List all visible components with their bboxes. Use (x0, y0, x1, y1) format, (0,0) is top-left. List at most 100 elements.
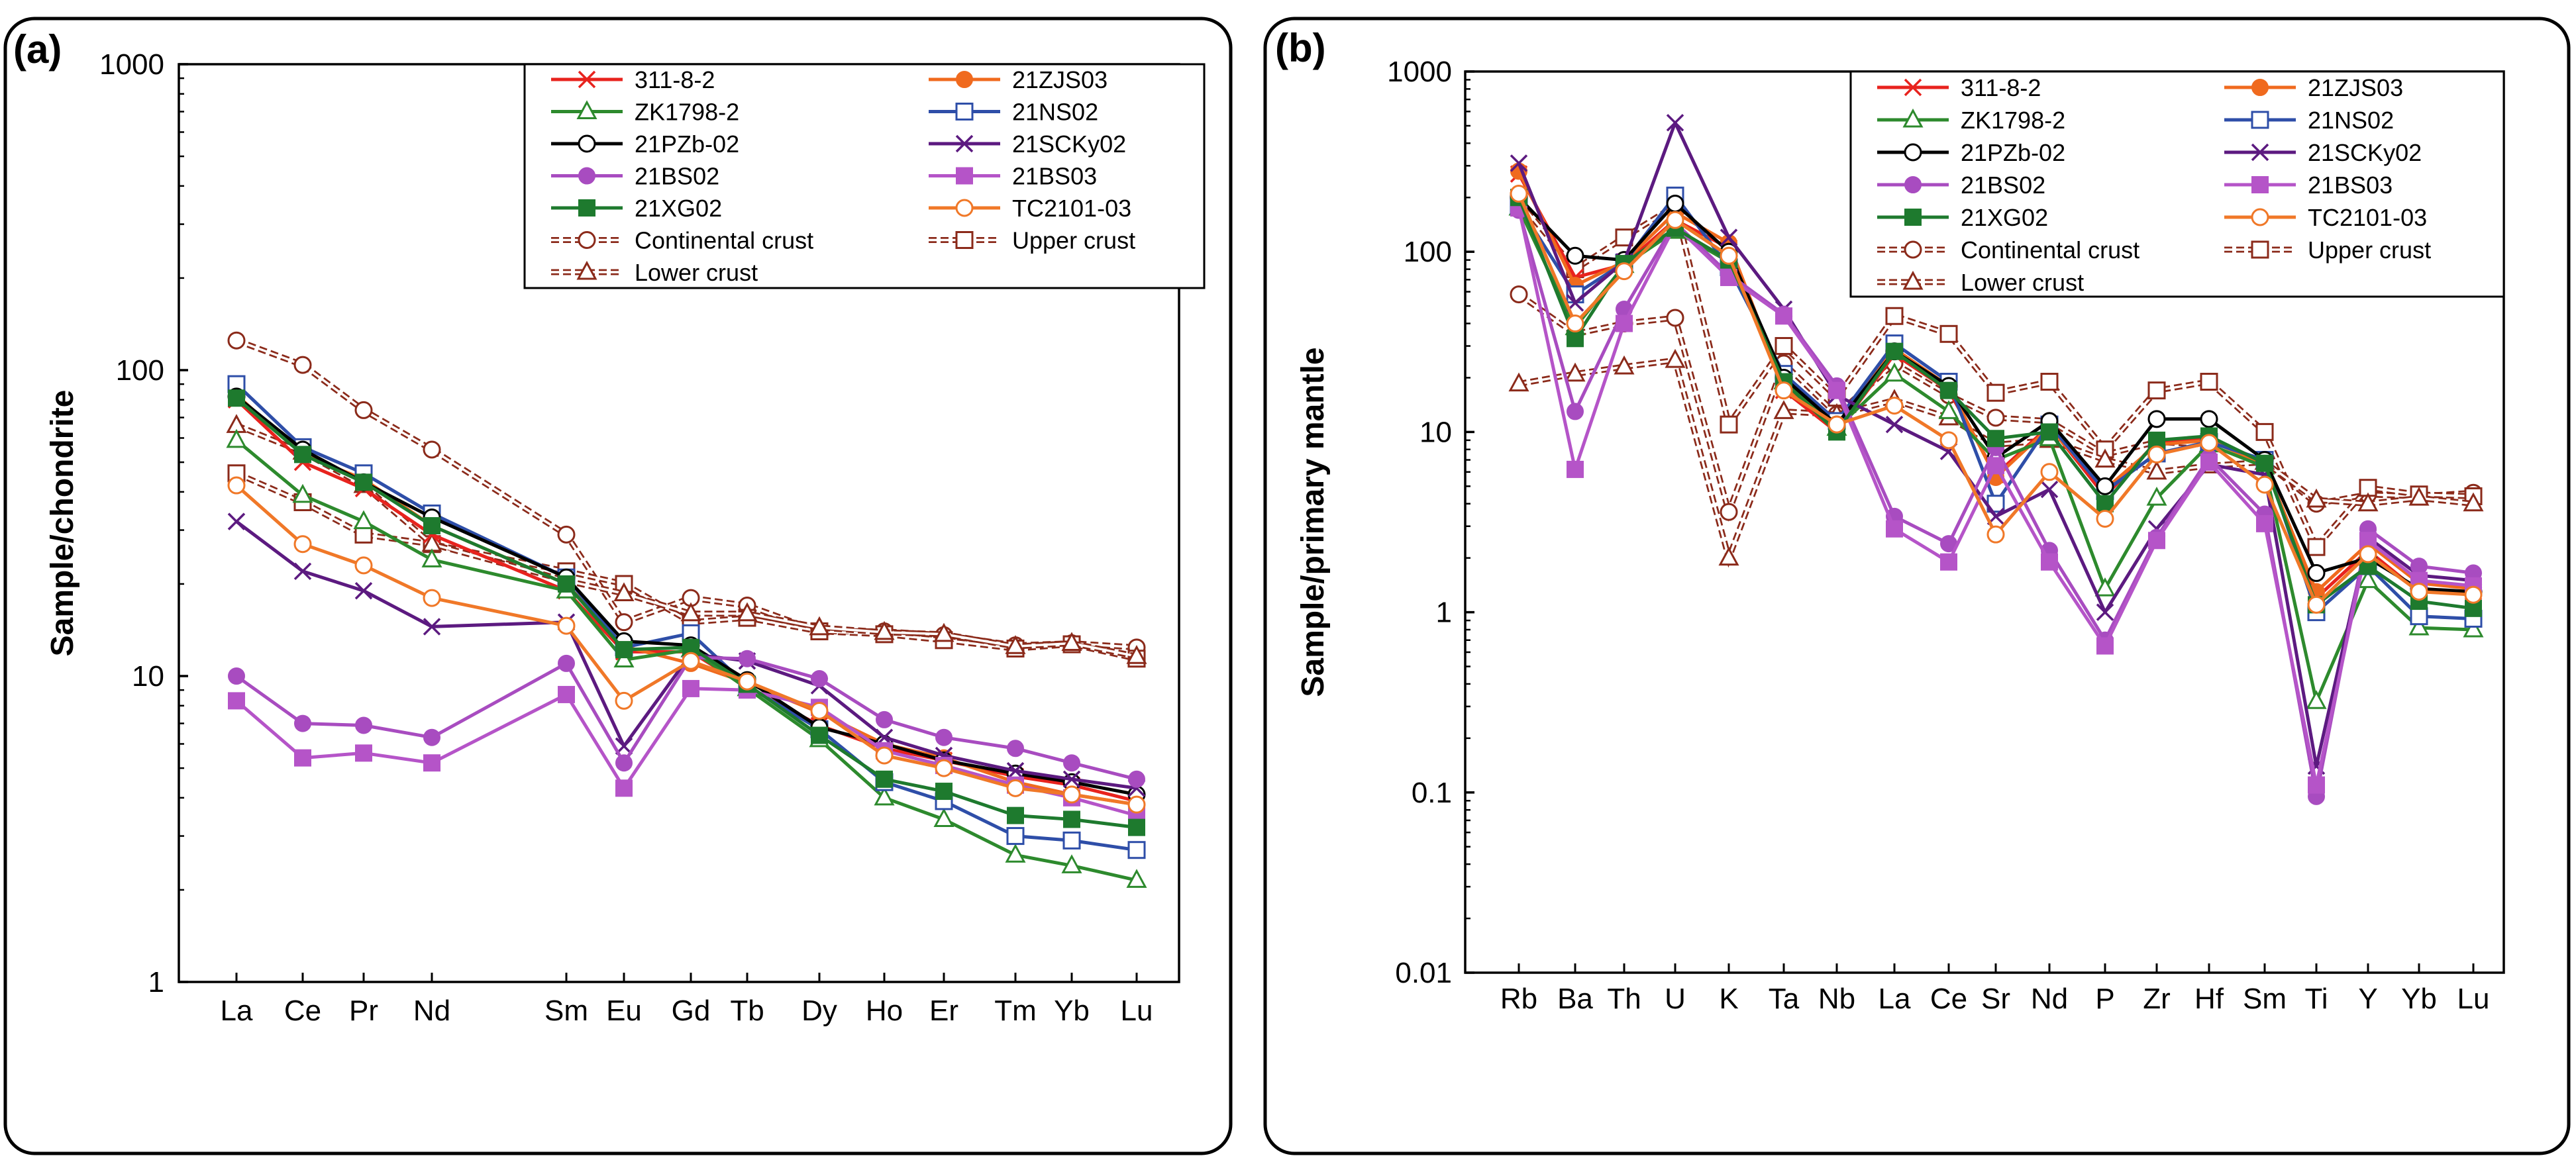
legend-label: 21BS03 (2308, 171, 2393, 199)
data-point-tc2101-03-ba (1566, 315, 1584, 333)
legend-item-lower-crust: Lower crust (551, 259, 758, 286)
data-point-tc2101-03-p (2096, 509, 2114, 528)
data-point-21bs03-nd (2041, 553, 2058, 571)
data-point-zk1798-2-eu (613, 648, 635, 667)
legend-item-upper-crust: Upper crust (2224, 236, 2431, 264)
data-point-21ns02-tm (1006, 827, 1025, 846)
data-point-lower-crust-yb (2408, 487, 2430, 506)
data-point-21scky02-pr (354, 581, 373, 600)
x-tick-label-lu: Lu (2457, 983, 2490, 1015)
data-point-tc2101-03-hf (2200, 434, 2218, 452)
legend-marker (578, 134, 596, 153)
series-21bs02 (228, 648, 1145, 788)
data-point-lower-crust-u (1665, 348, 1686, 368)
data-point-21bs03-ba (1567, 460, 1584, 478)
data-point-tc2101-03-ce (293, 535, 312, 554)
data-point-lower-crust-tm (1005, 635, 1026, 654)
legend-label: 311-8-2 (635, 66, 715, 93)
data-point-21xg02-nd (423, 516, 440, 534)
data-point-upper-crust-sr (1986, 383, 2005, 402)
data-point-21bs02-sm (558, 654, 575, 672)
series-line-zk1798-2 (235, 438, 1137, 882)
data-point-21bs02-er (935, 728, 953, 746)
legend-label: 21ZJS03 (1012, 66, 1108, 93)
x-tick-label-eu: Eu (606, 995, 642, 1027)
legend-label: 21PZb-02 (635, 130, 739, 158)
data-point-21pzb-02-p (2096, 477, 2114, 495)
data-point-21scky02-nd (423, 618, 441, 636)
panel-label: (b) (1275, 26, 1326, 70)
data-point-tc2101-03-er (935, 759, 953, 777)
data-point-tc2101-03-gd (682, 652, 700, 670)
data-point-21bs03-p (2096, 637, 2114, 655)
data-point-21pzb-02-u (1666, 194, 1684, 213)
data-point-21xg02-sm (2256, 454, 2273, 472)
legend-label: 21SCKy02 (2308, 139, 2422, 166)
data-point-upper-crust-k (1720, 415, 1738, 434)
data-point-21bs03-la (228, 692, 245, 710)
data-point-21xg02-er (935, 783, 953, 801)
data-point-tc2101-03-ta (1775, 381, 1793, 400)
data-point-continental-crust-ce (293, 356, 312, 374)
data-point-zk1798-2-la (1884, 362, 1905, 382)
legend-marker (576, 260, 597, 280)
y-tick-label: 0.1 (1412, 777, 1452, 809)
legend-item-21scky02: 21SCKy02 (2224, 139, 2422, 166)
y-tick-label: 0.01 (1395, 957, 1452, 989)
legend-marker (578, 70, 596, 89)
data-point-21bs03-ti (2308, 776, 2325, 794)
legend-marker (955, 199, 974, 217)
series-tc2101-03 (227, 476, 1146, 814)
data-point-tc2101-03-nb (1828, 415, 1846, 434)
data-point-21bs03-hf (2200, 453, 2218, 471)
y-axis-title: Sample/chondrite (45, 390, 80, 657)
data-point-upper-crust-sm (2255, 422, 2274, 441)
data-point-21bs03-gd (682, 679, 699, 697)
data-point-21scky02-la (1885, 415, 1904, 434)
data-point-21bs03-la (1886, 520, 1903, 538)
legend-label: Upper crust (1012, 227, 1135, 254)
legend-item-21pzb-02: 21PZb-02 (1877, 139, 2065, 166)
legend-item-311-8-2: 311-8-2 (551, 66, 715, 93)
data-point-tc2101-03-nd (2040, 463, 2059, 481)
data-point-zk1798-2-pr (353, 510, 374, 530)
data-point-tc2101-03-y (2359, 545, 2377, 563)
data-point-21pzb-02-hf (2200, 410, 2218, 428)
data-point-lower-crust-ba (1565, 362, 1586, 382)
x-tick-label-tb: Tb (730, 995, 764, 1027)
data-point-lower-crust-rb (1508, 372, 1529, 392)
data-point-tc2101-03-dy (810, 701, 829, 720)
legend-label: 21NS02 (1012, 99, 1098, 126)
legend-label: TC2101-03 (1012, 195, 1131, 222)
legend-label: Continental crust (635, 227, 813, 254)
data-point-lower-crust-gd (680, 602, 701, 622)
x-tick-label-ce: Ce (284, 995, 321, 1027)
data-point-lower-crust-lu (1126, 645, 1147, 664)
data-point-zk1798-2-nd (421, 548, 442, 567)
x-tick-label-yb: Yb (2401, 983, 2437, 1015)
data-point-continental-crust-nd (423, 440, 441, 459)
data-point-lower-crust-k (1718, 546, 1739, 566)
legend-marker (1904, 143, 1922, 162)
panel-label: (a) (13, 27, 62, 72)
data-point-zk1798-2-zr (2146, 487, 2167, 506)
data-point-21bs02-yb (2410, 558, 2428, 575)
x-tick-label-ta: Ta (1769, 983, 1800, 1015)
legend-marker (2251, 208, 2269, 226)
data-point-tc2101-03-la (227, 476, 246, 495)
y-tick-label: 1000 (99, 48, 164, 81)
data-point-upper-crust-nd (2040, 373, 2059, 391)
data-point-tc2101-03-sr (1986, 525, 2005, 544)
x-tick-label-u: U (1665, 983, 1686, 1015)
data-point-21bs02-pr (355, 716, 372, 734)
data-point-zk1798-2-ce (292, 483, 313, 503)
data-point-21bs03-sm (558, 685, 575, 703)
series-line-21bs02 (235, 656, 1137, 781)
data-point-lower-crust-ta (1773, 400, 1794, 419)
y-tick-label: 10 (1419, 416, 1452, 448)
legend-item-continental-crust: Continental crust (551, 227, 813, 254)
data-point-21pzb-02-zr (2147, 410, 2166, 428)
data-point-zk1798-2-lu (1126, 869, 1147, 888)
data-point-tc2101-03-pr (354, 556, 373, 575)
legend-item-21xg02: 21XG02 (551, 195, 722, 222)
